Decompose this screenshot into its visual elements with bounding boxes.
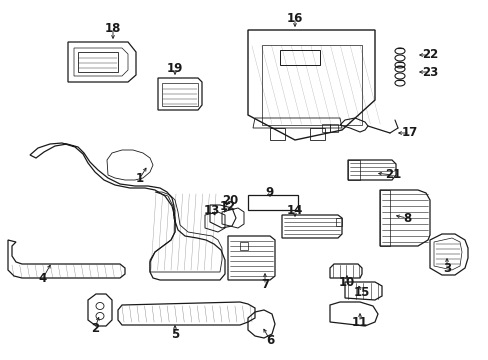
Text: 7: 7 (261, 279, 268, 292)
Text: 21: 21 (384, 168, 400, 181)
Text: 9: 9 (265, 185, 274, 198)
Text: 17: 17 (401, 126, 417, 139)
Text: 4: 4 (39, 271, 47, 284)
Text: 22: 22 (421, 49, 437, 62)
Text: 1: 1 (136, 171, 144, 184)
Text: 15: 15 (353, 285, 369, 298)
Text: 19: 19 (166, 62, 183, 75)
Text: 20: 20 (222, 194, 238, 207)
Text: 8: 8 (402, 211, 410, 225)
Text: 10: 10 (338, 276, 354, 289)
Text: 6: 6 (265, 333, 274, 346)
Text: 18: 18 (104, 22, 121, 35)
Text: 3: 3 (442, 261, 450, 274)
Text: 12: 12 (220, 201, 236, 213)
Text: 2: 2 (91, 321, 99, 334)
Text: 11: 11 (351, 315, 367, 328)
Text: 5: 5 (170, 328, 179, 342)
Text: 13: 13 (203, 203, 220, 216)
Text: 23: 23 (421, 66, 437, 78)
Text: 16: 16 (286, 12, 303, 24)
Text: 14: 14 (286, 203, 303, 216)
